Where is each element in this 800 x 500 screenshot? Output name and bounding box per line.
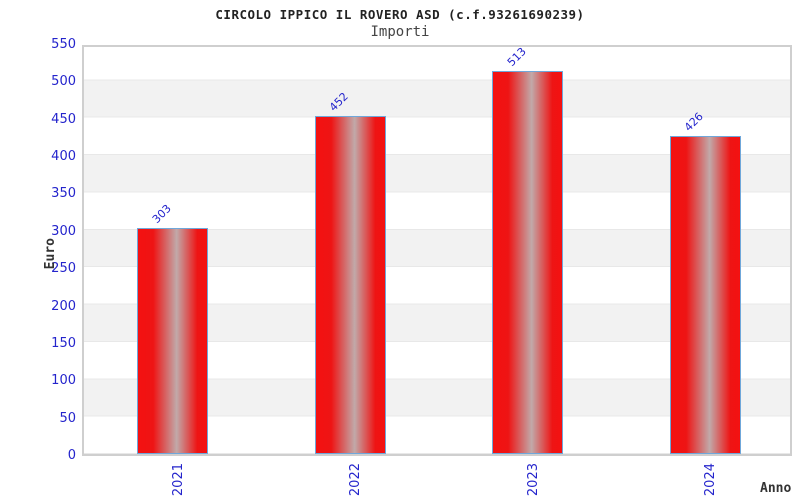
- x-axis-title: Anno: [760, 481, 792, 496]
- y-tick-label: 350: [51, 186, 76, 202]
- y-tick-label: 200: [51, 298, 76, 314]
- y-tick-label: 50: [59, 410, 76, 426]
- y-tick-label: 450: [51, 111, 76, 127]
- y-tick-label: 500: [51, 74, 76, 90]
- bar-2022: [314, 116, 386, 454]
- plot-area: [82, 45, 792, 456]
- y-tick-label: 100: [51, 373, 76, 389]
- y-tick-label: 250: [51, 261, 76, 277]
- chart-title: CIRCOLO IPPICO IL ROVERO ASD (c.f.932616…: [215, 7, 585, 22]
- x-tick-label: 2022: [348, 463, 364, 497]
- x-tick-label: 2021: [170, 463, 186, 497]
- bar-2021: [137, 227, 209, 454]
- y-tick-label: 150: [51, 335, 76, 351]
- x-tick-label: 2024: [703, 463, 719, 497]
- bar-2023: [492, 70, 564, 454]
- y-axis-title: Euro: [43, 238, 58, 270]
- y-tick-label: 550: [51, 37, 76, 52]
- chart-subtitle: Importi: [370, 24, 430, 40]
- bar-2024: [669, 135, 741, 454]
- y-tick-label: 400: [51, 149, 76, 165]
- x-tick-label: 2023: [525, 463, 541, 497]
- y-tick-label: 0: [67, 448, 76, 463]
- y-tick-label: 300: [51, 223, 76, 239]
